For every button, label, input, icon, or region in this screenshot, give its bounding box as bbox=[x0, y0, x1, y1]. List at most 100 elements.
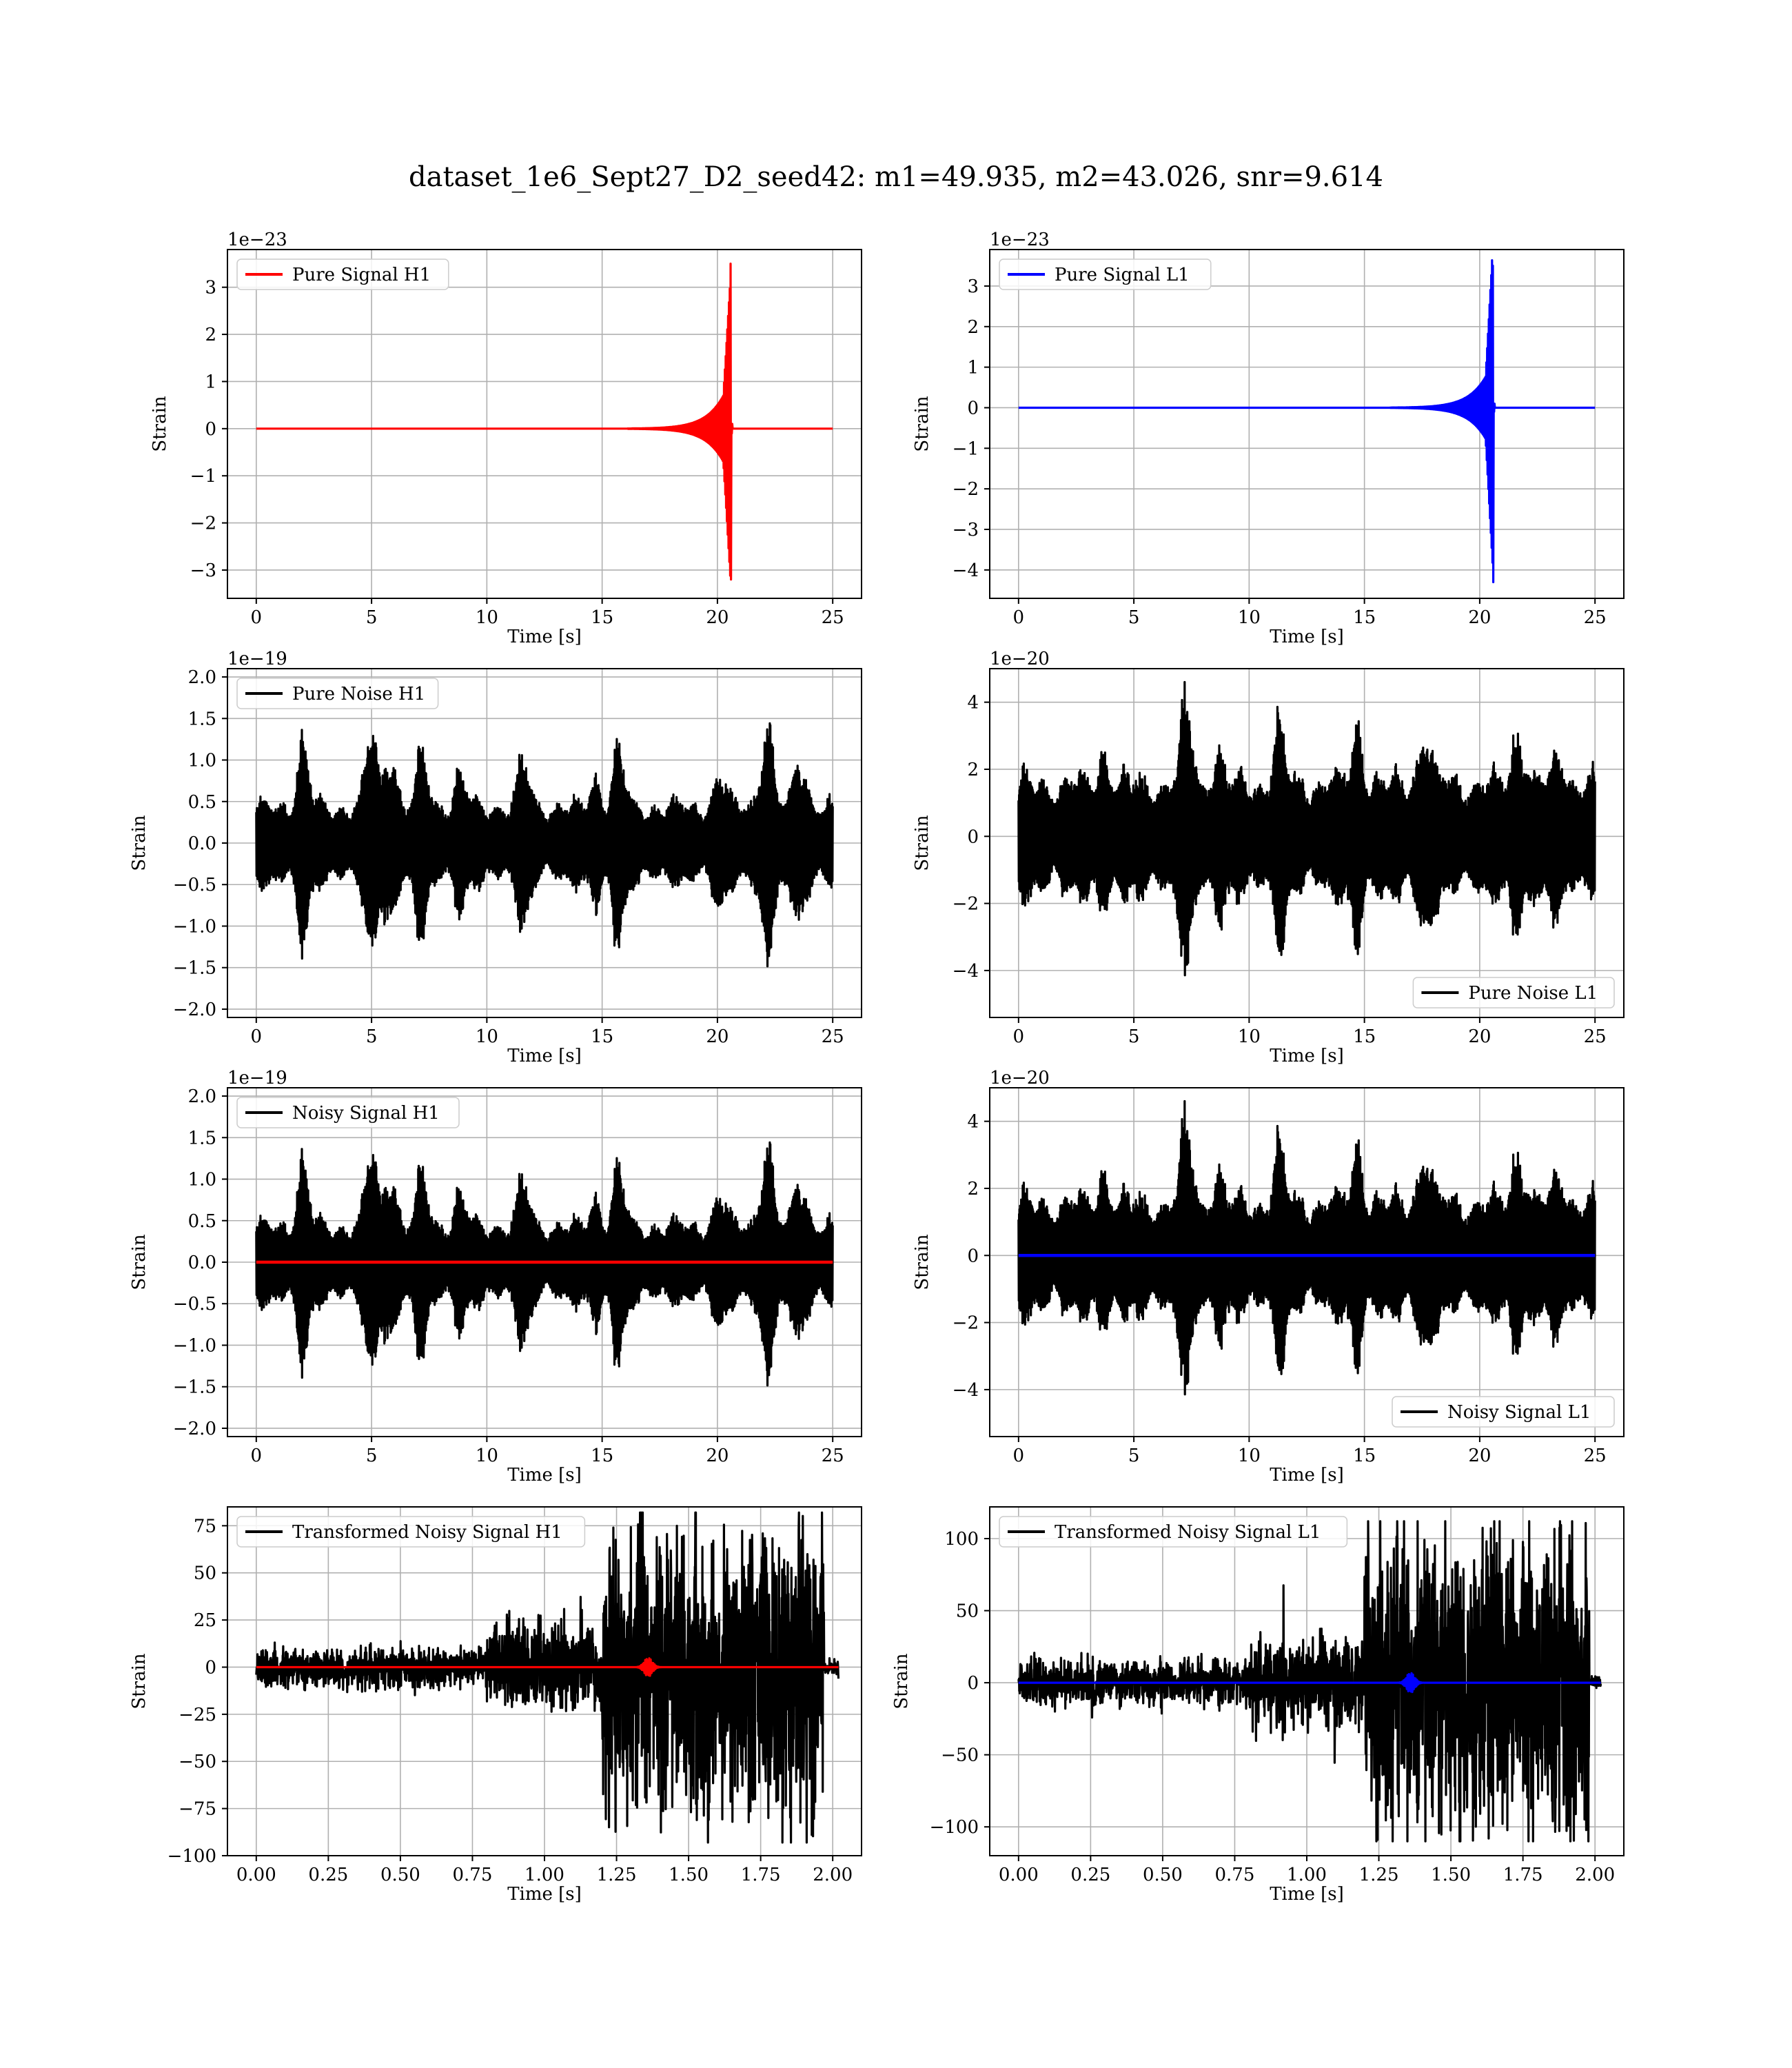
y-tick-label: 2.0 bbox=[188, 1086, 216, 1107]
series-line-1 bbox=[1017, 680, 1596, 977]
series-line-1 bbox=[255, 1141, 834, 1387]
y-axis: −3 −2 −1 0 1 2 3 bbox=[190, 278, 227, 581]
x-tick-label: 20 bbox=[1468, 1446, 1491, 1466]
y-tick-label: −4 bbox=[953, 961, 979, 982]
x-tick-label: 10 bbox=[476, 1446, 498, 1466]
legend: Transformed Noisy Signal H1 bbox=[236, 1516, 586, 1548]
y-tick-label: 1 bbox=[205, 372, 216, 392]
legend-label: Pure Signal H1 bbox=[292, 265, 431, 285]
x-axis-label: Time [s] bbox=[507, 1046, 582, 1066]
y-tick-label: −3 bbox=[190, 560, 216, 581]
y-axis-label: Strain bbox=[891, 1653, 912, 1710]
y-tick-label: 2 bbox=[967, 1179, 979, 1199]
y-axis: −4 −2 0 2 4 bbox=[953, 693, 990, 982]
y-tick-label: −2 bbox=[953, 479, 979, 500]
x-tick-label: 0.75 bbox=[1215, 1865, 1255, 1885]
x-axis-label: Time [s] bbox=[507, 1465, 582, 1486]
y-tick-label: −1.0 bbox=[173, 916, 216, 937]
y-tick-label: −2.0 bbox=[173, 1000, 216, 1020]
x-tick-label: 1.00 bbox=[1287, 1865, 1327, 1885]
legend: Pure Signal L1 bbox=[999, 258, 1212, 290]
x-tick-label: 20 bbox=[706, 607, 729, 628]
x-tick-label: 1.75 bbox=[1503, 1865, 1543, 1885]
legend-box bbox=[236, 1516, 586, 1548]
y-tick-label: 0.0 bbox=[188, 833, 216, 854]
legend-label: Noisy Signal H1 bbox=[292, 1103, 440, 1124]
subplot-2: 0 5 10 15 20 25 −4 −3 −2 −1 0 1 2 3 Time [s] Strain 1e−2… bbox=[912, 230, 1625, 647]
y-tick-label: 0 bbox=[967, 398, 979, 418]
y-tick-label: 0.5 bbox=[188, 792, 216, 813]
x-tick-label: 15 bbox=[1353, 1026, 1376, 1047]
x-axis: 0 5 10 15 20 25 bbox=[251, 1437, 844, 1466]
legend: Pure Signal H1 bbox=[236, 258, 449, 290]
x-axis-label: Time [s] bbox=[1270, 1046, 1344, 1066]
legend-box bbox=[999, 1516, 1348, 1548]
plot-area bbox=[255, 262, 834, 581]
y-axis-label: Strain bbox=[129, 1234, 150, 1290]
x-tick-label: 0.00 bbox=[999, 1865, 1039, 1885]
y-tick-label: −1 bbox=[953, 438, 979, 459]
y-tick-label: −1.5 bbox=[173, 958, 216, 979]
y-tick-label: −0.5 bbox=[173, 875, 216, 895]
x-tick-label: 0 bbox=[251, 1446, 263, 1466]
y-tick-label: 3 bbox=[967, 276, 979, 297]
y-tick-label: 0 bbox=[205, 1657, 216, 1678]
legend: Transformed Noisy Signal L1 bbox=[999, 1516, 1348, 1548]
legend-box bbox=[999, 258, 1212, 290]
legend-label: Pure Signal L1 bbox=[1055, 265, 1190, 285]
y-axis-label: Strain bbox=[912, 1234, 933, 1290]
x-axis: 0 5 10 15 20 25 bbox=[1013, 1017, 1607, 1047]
x-tick-label: 10 bbox=[1238, 1026, 1261, 1047]
plot-area bbox=[1017, 1099, 1596, 1396]
x-tick-label: 20 bbox=[1468, 1026, 1491, 1047]
y-tick-label: −2 bbox=[953, 1313, 979, 1334]
x-axis-label: Time [s] bbox=[507, 1884, 582, 1905]
y-axis-label: Strain bbox=[912, 815, 933, 871]
x-tick-label: 15 bbox=[591, 607, 613, 628]
x-tick-label: 1.00 bbox=[525, 1865, 564, 1885]
y-tick-label: −1 bbox=[190, 466, 216, 487]
plot-area bbox=[255, 1511, 840, 1844]
y-tick-label: 0 bbox=[967, 827, 979, 847]
x-tick-label: 25 bbox=[1584, 607, 1607, 628]
axes-frame bbox=[989, 1087, 1625, 1437]
x-tick-label: 1.50 bbox=[669, 1865, 709, 1885]
y-tick-label: 0 bbox=[205, 419, 216, 440]
y-tick-label: −0.5 bbox=[173, 1294, 216, 1315]
y-offset-label: 1e−20 bbox=[990, 649, 1050, 669]
y-tick-label: −2 bbox=[190, 514, 216, 534]
y-tick-label: 50 bbox=[194, 1563, 216, 1584]
x-tick-label: 2.00 bbox=[813, 1865, 853, 1885]
x-tick-label: 25 bbox=[822, 607, 844, 628]
y-axis: −4 −3 −2 −1 0 1 2 3 bbox=[953, 276, 990, 581]
legend: Pure Noise H1 bbox=[236, 678, 439, 709]
x-tick-label: 1.25 bbox=[597, 1865, 637, 1885]
x-tick-label: 5 bbox=[366, 1446, 378, 1466]
y-tick-label: −4 bbox=[953, 1380, 979, 1401]
x-tick-label: 5 bbox=[1128, 1026, 1140, 1047]
x-tick-label: 20 bbox=[706, 1026, 729, 1047]
y-tick-label: −50 bbox=[179, 1752, 216, 1772]
legend-box bbox=[236, 1097, 460, 1128]
axes-frame bbox=[989, 249, 1625, 599]
x-tick-label: 0.00 bbox=[236, 1865, 276, 1885]
series-line-1 bbox=[1017, 1099, 1596, 1396]
series-line-2 bbox=[1017, 1672, 1602, 1694]
x-tick-label: 2.00 bbox=[1575, 1865, 1615, 1885]
x-tick-label: 0.25 bbox=[1070, 1865, 1110, 1885]
y-tick-label: −3 bbox=[953, 520, 979, 540]
subplot-1: 0 5 10 15 20 25 −3 −2 −1 0 1 2 3 Time [s] Strain 1e−23P… bbox=[150, 230, 862, 647]
y-tick-label: 50 bbox=[956, 1601, 979, 1622]
x-axis: 0 5 10 15 20 25 bbox=[1013, 1437, 1607, 1466]
x-axis-label: Time [s] bbox=[1270, 627, 1344, 647]
x-tick-label: 10 bbox=[476, 1026, 498, 1047]
y-tick-label: −2.0 bbox=[173, 1419, 216, 1439]
y-offset-label: 1e−19 bbox=[227, 1068, 287, 1088]
x-axis: 0.00 0.25 0.50 0.75 1.00 1.25 1.50 1.75 2.00 bbox=[999, 1856, 1615, 1885]
y-offset-label: 1e−23 bbox=[990, 230, 1050, 250]
y-axis: −2.0 −1.5 −1.0 −0.5 0.0 0.5 1.0 1.5 2.0 bbox=[173, 667, 227, 1020]
legend: Noisy Signal H1 bbox=[236, 1097, 460, 1128]
x-tick-label: 25 bbox=[822, 1446, 844, 1466]
x-tick-label: 0.25 bbox=[308, 1865, 348, 1885]
y-axis-label: Strain bbox=[150, 396, 170, 452]
